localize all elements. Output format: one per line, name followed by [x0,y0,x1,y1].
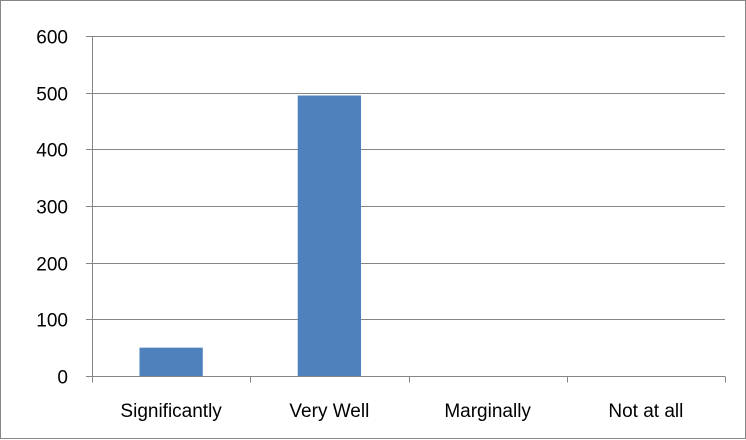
bars [139,95,362,376]
axes [86,36,726,383]
bar-significantly [139,347,203,376]
x-tick-label: Marginally [444,401,531,422]
gridlines [86,36,725,320]
y-tick-label: 300 [36,198,68,219]
x-tick-labels: Significantly Very Well Marginally Not at a… [120,401,683,422]
x-tick-label: Not at all [608,401,683,422]
x-tick-label: Significantly [120,401,222,422]
y-tick-label: 0 [57,368,68,389]
bar-very-well [297,95,362,376]
x-tick-label: Very Well [289,401,369,422]
y-tick-label: 500 [36,85,68,106]
y-tick-label: 400 [36,141,68,162]
y-tick-labels: 0 100 200 300 400 500 600 [36,28,68,389]
y-tick-label: 100 [36,311,68,332]
y-tick-label: 600 [36,28,68,49]
y-tick-label: 200 [36,255,68,276]
